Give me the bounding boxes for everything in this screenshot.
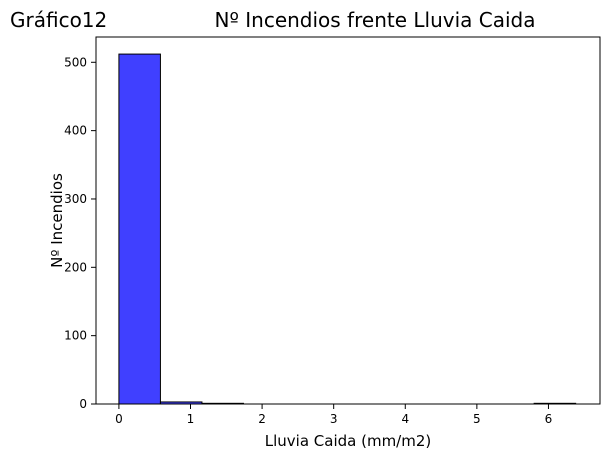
y-axis-label: Nº Incendios bbox=[48, 173, 66, 268]
x-tick-label: 5 bbox=[473, 412, 481, 426]
bars-group bbox=[118, 53, 577, 405]
histogram-bar bbox=[118, 53, 161, 405]
figure-label: Gráfico12 bbox=[10, 8, 107, 32]
y-tick-label: 100 bbox=[64, 329, 87, 343]
y-tick-label: 300 bbox=[64, 192, 87, 206]
ticks-group: 0 1 2 3 4 5 6 0 100 200 300 400 500 bbox=[64, 55, 552, 426]
plot-frame bbox=[95, 36, 601, 405]
x-tick-label: 1 bbox=[187, 412, 195, 426]
y-tick-label: 0 bbox=[79, 397, 87, 411]
x-tick-label: 2 bbox=[258, 412, 266, 426]
y-tick-label: 400 bbox=[64, 124, 87, 138]
chart-title: Nº Incendios frente Lluvia Caida bbox=[215, 8, 536, 32]
x-axis-label: Lluvia Caida (mm/m2) bbox=[265, 432, 432, 450]
x-tick-label: 0 bbox=[115, 412, 123, 426]
x-tick-label: 6 bbox=[545, 412, 553, 426]
x-tick-label: 4 bbox=[401, 412, 409, 426]
y-tick-label: 500 bbox=[64, 55, 87, 69]
y-tick-label: 200 bbox=[64, 260, 87, 274]
x-tick-label: 3 bbox=[330, 412, 338, 426]
